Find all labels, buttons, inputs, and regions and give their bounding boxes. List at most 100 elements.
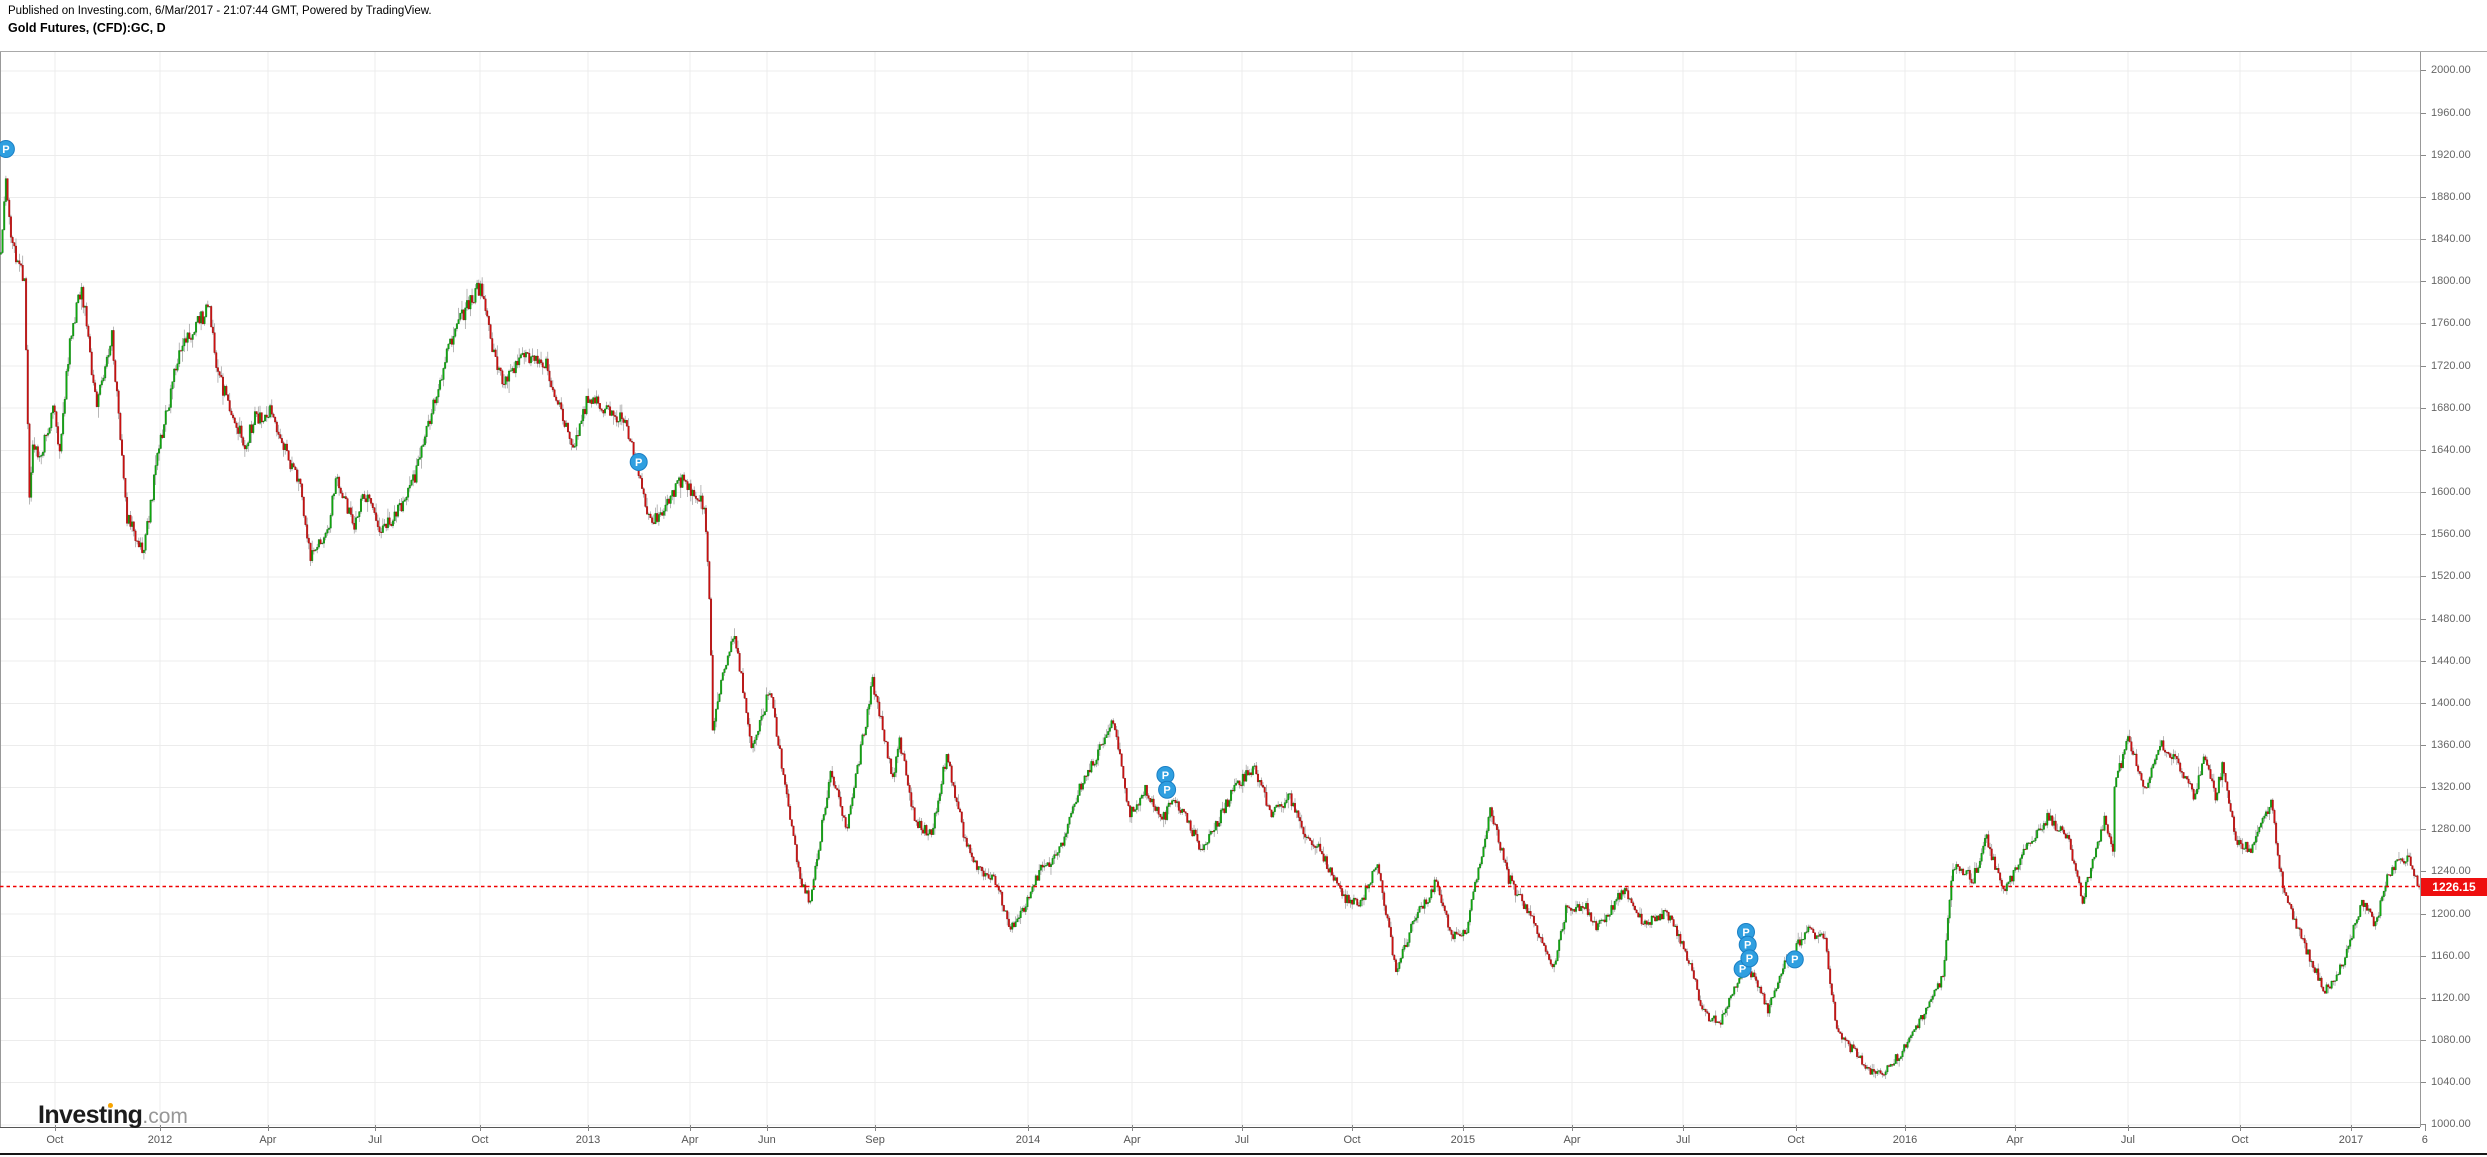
price-tick: [2421, 955, 2426, 957]
price-tick: [2421, 660, 2426, 662]
price-tick: [2421, 281, 2426, 283]
price-tick-label: 1960.00: [2431, 106, 2471, 119]
price-tick: [2421, 787, 2426, 789]
time-tick: [54, 1125, 56, 1131]
price-tick: [2421, 449, 2426, 451]
time-tick-label: Jul: [2120, 1134, 2135, 1146]
event-marker-p[interactable]: P: [1785, 950, 1804, 969]
time-tick: [1795, 1125, 1797, 1131]
time-tick: [267, 1125, 269, 1131]
chart-bottom-border: [0, 1153, 2487, 1155]
time-tick: [2351, 1125, 2353, 1131]
price-tick-label: 1560.00: [2431, 528, 2471, 541]
time-tick: [2127, 1125, 2129, 1131]
price-tick-label: 1720.00: [2431, 359, 2471, 372]
investing-logo: Investing .com: [38, 1101, 188, 1130]
chart-title: Gold Futures, (CFD):GC, D: [8, 21, 166, 35]
price-tick-label: 1280.00: [2431, 823, 2471, 836]
time-tick: [2424, 1125, 2426, 1131]
time-tick: [588, 1125, 590, 1131]
time-tick: [479, 1125, 481, 1131]
svg-text:P: P: [1791, 954, 1798, 966]
candle-wicks: [0, 175, 2420, 1079]
event-marker-p[interactable]: P: [1738, 935, 1757, 954]
time-tick-label: Oct: [1343, 1134, 1361, 1146]
publish-info: Published on Investing.com, 6/Mar/2017 -…: [8, 5, 432, 17]
time-tick: [1241, 1125, 1243, 1131]
price-tick-label: 1680.00: [2431, 401, 2471, 414]
svg-text:P: P: [1162, 770, 1169, 782]
svg-text:P: P: [635, 457, 642, 469]
price-tick: [2421, 112, 2426, 114]
svg-text:P: P: [1744, 940, 1751, 952]
price-axis[interactable]: 1226.15 2000.00 1960.00 1920.00 1880.00 1840…: [2420, 52, 2487, 1130]
price-tick: [2421, 534, 2426, 536]
price-tick: [2421, 913, 2426, 915]
price-tick-label: 1440.00: [2431, 654, 2471, 667]
time-tick-label: 2015: [1450, 1134, 1476, 1146]
time-tick: [1905, 1125, 1907, 1131]
price-tick-label: 2000.00: [2431, 64, 2471, 77]
last-price-badge: 1226.15: [2421, 877, 2487, 896]
price-tick-label: 1800.00: [2431, 275, 2471, 288]
time-tick: [2239, 1125, 2241, 1131]
price-tick-label: 1080.00: [2431, 1034, 2471, 1047]
time-tick: [1352, 1125, 1354, 1131]
price-tick-label: 1240.00: [2431, 865, 2471, 878]
price-tick: [2421, 997, 2426, 999]
svg-text:P: P: [1739, 964, 1746, 976]
logo-orange-dot-i: i: [106, 1101, 114, 1129]
price-tick: [2421, 871, 2426, 873]
grid-lines: [0, 52, 2420, 1127]
time-tick-label: Apr: [259, 1134, 277, 1146]
time-tick-label: 6: [2421, 1134, 2428, 1146]
time-tick-label: Apr: [681, 1134, 699, 1146]
price-tick: [2421, 239, 2426, 241]
up-candles: [0, 178, 2409, 1076]
time-tick-label: Apr: [2006, 1134, 2024, 1146]
price-tick-label: 1480.00: [2431, 612, 2471, 625]
price-tick: [2421, 407, 2426, 409]
time-tick-label: 2013: [575, 1134, 601, 1146]
time-tick: [159, 1125, 161, 1131]
price-tick: [2421, 576, 2426, 578]
price-tick: [2421, 702, 2426, 704]
time-tick-label: Apr: [1563, 1134, 1581, 1146]
price-tick: [2421, 1082, 2426, 1084]
price-tick: [2421, 196, 2426, 198]
price-tick: [2421, 70, 2426, 72]
price-tick-label: 1160.00: [2431, 949, 2470, 962]
event-marker-p[interactable]: P: [629, 453, 648, 471]
svg-text:P: P: [1746, 953, 1753, 965]
svg-text:P: P: [2, 144, 9, 156]
price-tick-label: 1200.00: [2431, 907, 2471, 920]
time-tick: [875, 1125, 877, 1131]
price-tick-label: 1600.00: [2431, 486, 2471, 499]
time-tick: [375, 1125, 377, 1131]
time-axis[interactable]: Oct 2012 Apr Jul Oct 2013 Apr Jun Sep 2014 Apr Jul O…: [0, 1125, 2428, 1153]
time-tick-label: Jul: [1234, 1134, 1249, 1146]
time-tick: [1132, 1125, 1134, 1131]
time-tick-label: 2014: [1015, 1134, 1041, 1146]
time-tick-label: Jul: [368, 1134, 383, 1146]
price-tick: [2421, 1040, 2426, 1042]
time-tick: [1462, 1125, 1464, 1131]
time-tick: [689, 1125, 691, 1131]
time-tick-label: Apr: [1123, 1134, 1141, 1146]
price-tick: [2421, 1124, 2426, 1126]
price-tick: [2421, 829, 2426, 831]
plot-top-border: [0, 51, 2487, 52]
event-marker-p[interactable]: P: [1158, 780, 1177, 799]
price-tick: [2421, 492, 2426, 494]
price-tick-label: 1640.00: [2431, 443, 2471, 456]
time-tick: [2014, 1125, 2016, 1131]
time-tick-label: Jul: [1676, 1134, 1691, 1146]
price-tick-label: 1360.00: [2431, 738, 2471, 751]
event-marker-p[interactable]: P: [0, 140, 15, 158]
event-marker-p[interactable]: P: [1740, 949, 1759, 968]
price-tick-label: 1400.00: [2431, 696, 2471, 709]
price-tick: [2421, 154, 2426, 156]
svg-text:P: P: [1163, 785, 1170, 797]
